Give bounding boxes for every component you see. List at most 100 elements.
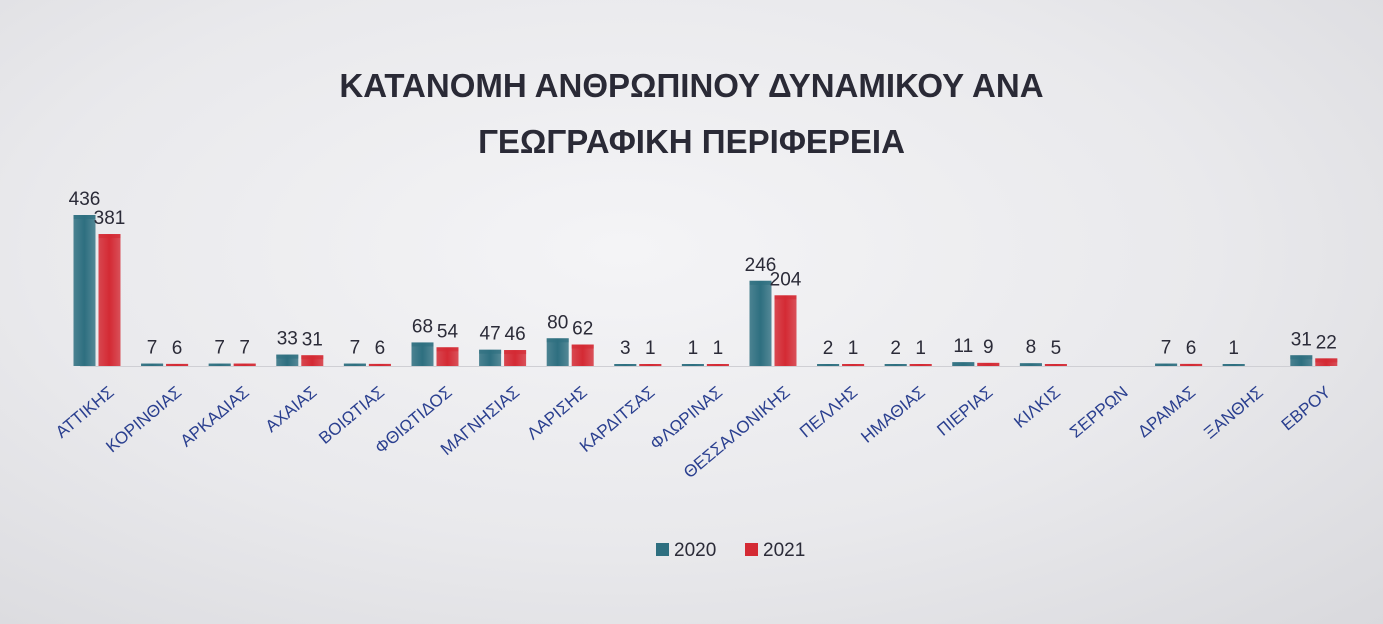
bar-2021-5	[436, 347, 459, 366]
bar-2020-0	[73, 215, 96, 366]
data-label-2021-8: 1	[645, 338, 656, 359]
data-label-2020-1: 7	[147, 338, 158, 359]
bar-cap-2020-4	[343, 363, 366, 366]
bar-2021-0	[98, 234, 121, 366]
data-label-2021-5: 54	[437, 321, 459, 342]
data-label-2020-6: 47	[480, 324, 501, 345]
chart-title: ΚΑΤΑΝΟΜΗ ΑΝΘΡΩΠΙΝΟΥ ΔΥΝΑΜΙΚΟΥ ΑΝΑ ΓΕΩΓΡΑ…	[0, 58, 1383, 170]
data-label-2020-18: 31	[1291, 329, 1312, 350]
bar-cap-2021-12	[909, 364, 932, 366]
bar-2020-6	[479, 349, 502, 366]
bar-cap-2021-8	[639, 364, 662, 366]
bar-2020-18	[1290, 355, 1313, 366]
bar-cap-2020-2	[208, 363, 231, 366]
category-label-13: ΠΙΕΡΙΑΣ	[933, 383, 996, 440]
bar-cap-2021-4	[368, 363, 391, 366]
bar-cap-2020-1	[141, 363, 164, 366]
data-label-2020-11: 2	[823, 338, 834, 359]
data-label-2020-8: 3	[620, 338, 631, 359]
data-label-2020-7: 80	[547, 312, 568, 333]
bar-2021-3	[301, 355, 324, 366]
data-label-2020-12: 2	[890, 338, 901, 359]
data-label-2021-18: 22	[1316, 332, 1337, 353]
legend-swatch-2021	[745, 543, 758, 556]
bar-cap-2020-10	[749, 280, 772, 285]
category-label-15: ΣΕΡΡΩΝ	[1066, 383, 1131, 442]
data-label-2020-3: 33	[277, 329, 298, 350]
data-label-2020-4: 7	[350, 338, 361, 359]
data-label-2020-17: 1	[1228, 338, 1239, 359]
bar-cap-2021-10	[774, 295, 797, 300]
bar-cap-2020-16	[1155, 363, 1178, 366]
bar-cap-2020-7	[546, 338, 569, 343]
data-label-2020-0: 436	[69, 189, 101, 210]
bar-cap-2021-11	[842, 364, 865, 366]
data-label-2021-1: 6	[172, 338, 183, 359]
chart-title-line-1: ΚΑΤΑΝΟΜΗ ΑΝΘΡΩΠΙΝΟΥ ΔΥΝΑΜΙΚΟΥ ΑΝΑ	[339, 67, 1044, 104]
bar-cap-2020-18	[1290, 355, 1313, 360]
bar-cap-2020-17	[1222, 364, 1245, 366]
data-label-2021-9: 1	[713, 338, 724, 359]
category-label-3: ΑΧΑΙΑΣ	[262, 383, 321, 437]
bar-cap-2021-3	[301, 355, 324, 360]
data-label-2021-2: 7	[239, 338, 250, 359]
bar-cap-2021-2	[233, 363, 256, 366]
data-label-2021-14: 5	[1051, 338, 1062, 359]
bar-2021-10	[774, 295, 797, 366]
category-label-0: ΑΤΤΙΚΗΣ	[52, 383, 118, 442]
category-label-17: ΞΑΝΘΗΣ	[1200, 383, 1266, 443]
bar-cap-2021-5	[436, 347, 459, 352]
category-label-18: ΕΒΡΟΥ	[1278, 383, 1335, 435]
bar-cap-2021-16	[1180, 363, 1203, 366]
bar-cap-2021-13	[977, 362, 1000, 366]
legend-label-2020: 2020	[674, 540, 716, 561]
bar-cap-2020-14	[1019, 363, 1042, 366]
bar-cap-2020-6	[479, 349, 502, 354]
bar-cap-2021-1	[166, 363, 189, 366]
bar-cap-2020-8	[614, 364, 637, 366]
bar-cap-2020-5	[411, 342, 434, 347]
category-label-14: ΚΙΛΚΙΣ	[1010, 383, 1064, 432]
data-label-2021-12: 1	[915, 338, 926, 359]
data-label-2021-6: 46	[505, 324, 526, 345]
data-label-2021-0: 381	[94, 208, 126, 229]
data-label-2020-16: 7	[1161, 338, 1172, 359]
bar-cap-2020-0	[73, 215, 96, 219]
bar-cap-2020-11	[817, 364, 840, 366]
bar-2020-10	[749, 280, 772, 366]
data-label-2021-3: 31	[302, 329, 323, 350]
data-label-2020-14: 8	[1026, 337, 1037, 358]
bar-cap-2021-0	[98, 234, 121, 239]
data-label-2021-10: 204	[770, 269, 802, 290]
category-label-1: ΚΟΡΙΝΘΙΑΣ	[102, 383, 185, 457]
bar-cap-2020-9	[681, 364, 704, 366]
category-label-16: ΔΡΑΜΑΣ	[1134, 383, 1199, 442]
bar-cap-2021-7	[571, 344, 594, 349]
bar-cap-2020-3	[276, 354, 299, 359]
data-label-2020-5: 68	[412, 316, 433, 337]
data-label-2021-4: 6	[375, 338, 386, 359]
data-label-2020-13: 11	[953, 336, 973, 357]
bar-2020-5	[411, 342, 434, 366]
data-label-2020-9: 1	[688, 338, 699, 359]
category-label-7: ΛΑΡΙΣΗΣ	[523, 383, 590, 444]
data-label-2021-13: 9	[983, 337, 994, 358]
bar-cap-2021-14	[1044, 364, 1067, 366]
legend-swatch-2020	[656, 543, 669, 556]
data-label-2020-2: 7	[214, 338, 225, 359]
chart-title-line-2: ΓΕΩΓΡΑΦΙΚΗ ΠΕΡΙΦΕΡΕΙΑ	[478, 123, 905, 160]
category-label-11: ΠΕΛΛΗΣ	[796, 383, 861, 442]
bar-2021-7	[571, 344, 594, 366]
bar-cap-2021-9	[706, 364, 729, 366]
bar-cap-2021-6	[504, 350, 527, 355]
bar-2020-3	[276, 354, 299, 366]
legend-label-2021: 2021	[763, 540, 805, 561]
data-label-2021-16: 6	[1186, 338, 1197, 359]
data-label-2020-10: 246	[745, 255, 777, 276]
data-label-2021-7: 62	[572, 319, 593, 340]
bar-2020-7	[546, 338, 569, 366]
bar-cap-2021-18	[1315, 358, 1338, 363]
data-label-2021-11: 1	[848, 338, 859, 359]
